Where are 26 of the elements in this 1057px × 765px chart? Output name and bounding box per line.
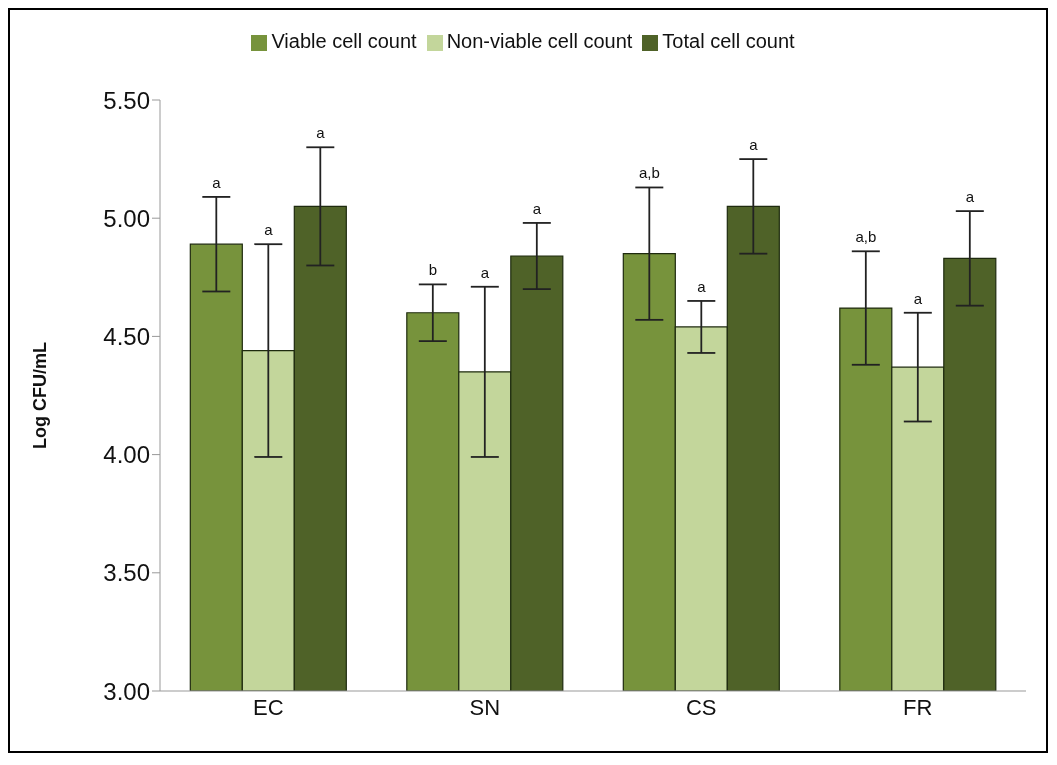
y-tick-label: 5.00 (103, 204, 150, 232)
x-tick-label: SN (469, 694, 501, 720)
y-axis-title: Log CFU/mL (30, 342, 51, 449)
annotation: a (316, 124, 326, 142)
legend-label: Total cell count (662, 30, 795, 52)
y-tick-label: 3.00 (103, 677, 150, 705)
annotation: a (264, 221, 274, 239)
x-tick-label: CS (685, 694, 717, 720)
legend-label: Viable cell count (271, 30, 417, 52)
y-tick-label: 5.50 (103, 86, 150, 114)
annotation: a (965, 188, 975, 206)
annotation: b (428, 261, 437, 279)
annotation: a (697, 277, 707, 295)
y-tick-label: 4.00 (103, 441, 150, 469)
annotation: a,b (855, 228, 877, 246)
x-tick-label: FR (903, 694, 933, 720)
x-tick-label: EC (252, 694, 284, 720)
annotation: a (749, 136, 759, 154)
annotation: a (480, 263, 490, 281)
annotation: a,b (638, 164, 660, 182)
annotation: a (532, 199, 542, 217)
legend-label: Non-viable cell count (446, 30, 633, 52)
y-tick-label: 4.50 (103, 322, 150, 350)
annotation: a (913, 289, 923, 307)
annotation: a (212, 173, 222, 191)
y-tick-label: 3.50 (103, 559, 150, 587)
